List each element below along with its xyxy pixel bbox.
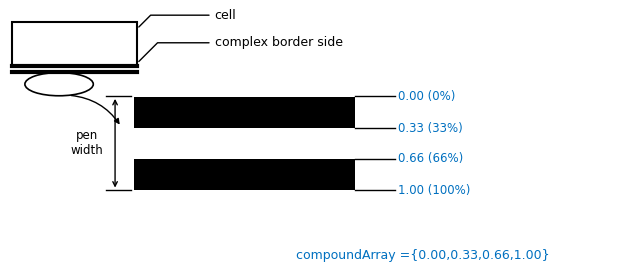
Bar <box>134 97 355 128</box>
Text: complex border side: complex border side <box>139 36 343 62</box>
Text: cell: cell <box>139 9 236 27</box>
Bar <box>12 22 137 66</box>
Text: 0.66 (66%): 0.66 (66%) <box>398 152 463 165</box>
Text: 0.00 (0%): 0.00 (0%) <box>398 89 455 103</box>
Text: pen
width: pen width <box>71 129 103 157</box>
Bar <box>134 159 355 190</box>
Text: compoundArray ={0.00,0.33,0.66,1.00}: compoundArray ={0.00,0.33,0.66,1.00} <box>296 249 550 262</box>
Text: 0.33 (33%): 0.33 (33%) <box>398 122 463 135</box>
Text: 1.00 (100%): 1.00 (100%) <box>398 184 470 197</box>
